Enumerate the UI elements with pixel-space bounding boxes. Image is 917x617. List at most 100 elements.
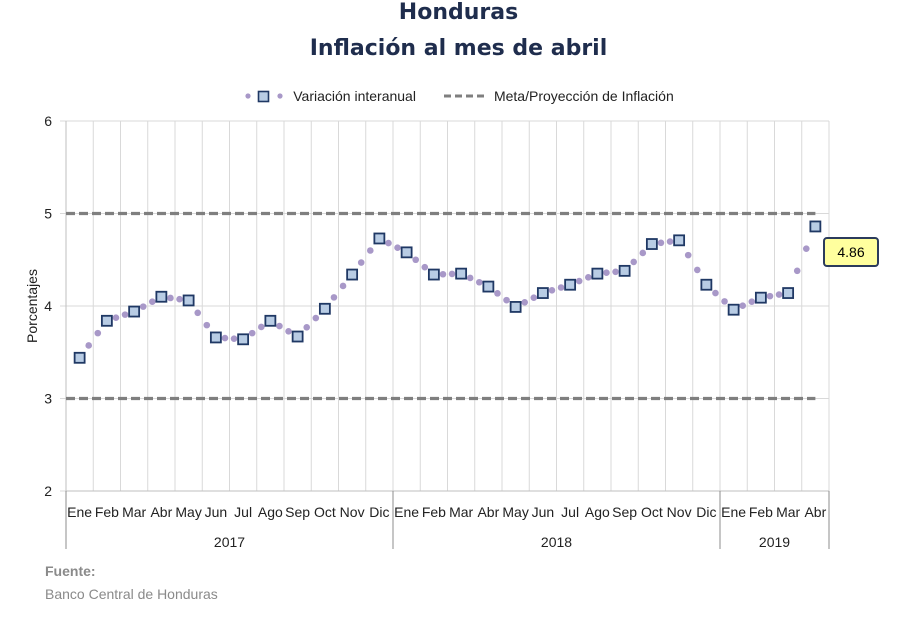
data-point [128,305,141,318]
x-tick-label: Feb [422,504,446,520]
data-point [673,234,686,247]
x-tick-label: Ago [585,504,610,520]
series-connector-dot [285,327,292,335]
data-point [782,287,795,299]
y-tick-label: 4 [44,298,52,314]
series-connector-dot [530,294,538,301]
series-connector-dot [693,266,701,274]
series-connector-dot [221,334,229,342]
series-connector-dot [802,245,810,252]
series-connector-dot [412,256,420,264]
year-label: 2017 [214,534,245,550]
series-connector-dot [766,292,774,300]
series-connector-dot [721,298,728,305]
series-connector-dot [276,322,283,330]
series-connector-dot [167,294,174,302]
source-label: Fuente: [45,563,96,579]
data-point [346,268,359,281]
x-tick-label: Jul [234,504,252,520]
chart-subtitle: Inflación al mes de abril [309,36,608,61]
series-connector-dot [584,274,592,281]
year-label: 2018 [541,534,572,550]
data-point [373,232,386,245]
series-connector-dot [112,314,120,322]
x-tick-label: Sep [612,504,637,520]
series-connector-dot [194,309,202,317]
x-tick-label: Jun [205,504,228,520]
data-point [509,301,522,313]
x-tick-label: Mar [122,504,146,520]
data-point [318,302,331,315]
data-point [455,267,468,280]
data-point [237,333,250,346]
data-point [754,291,767,304]
x-tick-label: May [502,504,528,520]
series-connector-dot [712,289,719,297]
series-connector-dot [439,270,447,278]
data-point [536,287,549,299]
series-connector-dot [521,299,529,306]
series-connector-dot [575,277,583,285]
series-connector-dot [339,282,347,290]
series-connector-dot [139,303,147,310]
x-tick-label: Feb [749,504,773,520]
x-tick-label: Oct [641,504,663,520]
series-connector-dot [748,298,756,305]
data-point [591,267,604,280]
data-point [727,303,740,316]
data-point [427,268,440,281]
x-tick-label: Abr [804,504,826,520]
series-connector-dot [475,278,483,286]
series-connector-dot [357,259,365,266]
series-connector-dot [503,296,510,304]
data-point [155,290,168,303]
data-point [809,220,822,233]
data-point [182,294,195,307]
x-tick-label: Nov [340,504,365,520]
legend-series-marker [245,90,283,103]
x-tick-label: Dic [696,504,716,520]
series-connector-dot [394,244,401,252]
data-point [700,278,713,291]
x-tick-label: Abr [150,504,172,520]
series-connector-dot [257,323,265,331]
value-callout: 4.86 [823,237,879,267]
legend-series-label: Variación interanual [293,88,416,104]
series-connector-dot [203,321,211,329]
series-connector-dot [230,335,238,342]
x-tick-label: Ene [721,504,746,520]
series-connector-dot [385,239,392,247]
x-tick-label: Jul [561,504,579,520]
series-connector-dot [248,329,256,337]
x-tick-label: May [175,504,201,520]
series-connector-dot [666,238,674,245]
series-connector-dot [657,239,665,247]
data-point [400,246,413,259]
series-connector-dot [121,311,129,318]
x-tick-label: Oct [314,504,336,520]
y-tick-label: 5 [44,206,52,222]
series-connector-dot [148,298,156,305]
legend-target-label: Meta/Proyección de Inflación [493,88,674,104]
data-point [264,314,277,327]
x-tick-label: Nov [667,504,692,520]
data-point [100,314,113,327]
series-connector-dot [85,342,93,349]
data-point [564,278,577,291]
x-tick-label: Ene [67,504,92,520]
x-tick-label: Ene [394,504,419,520]
x-tick-label: Dic [369,504,389,520]
source-value: Banco Central de Honduras [45,586,218,602]
series-connector-dot [94,329,102,337]
data-point [291,330,304,343]
x-tick-label: Mar [449,504,473,520]
series-connector-dot [739,302,747,309]
y-axis-title: Porcentajes [24,269,40,343]
x-tick-label: Jun [532,504,555,520]
series-connector-dot [684,251,692,259]
series-connector-dot [630,258,638,266]
series-connector-dot [548,286,556,294]
series-connector-dot [612,268,619,276]
legend-item-series: Variación interanual [243,88,416,104]
